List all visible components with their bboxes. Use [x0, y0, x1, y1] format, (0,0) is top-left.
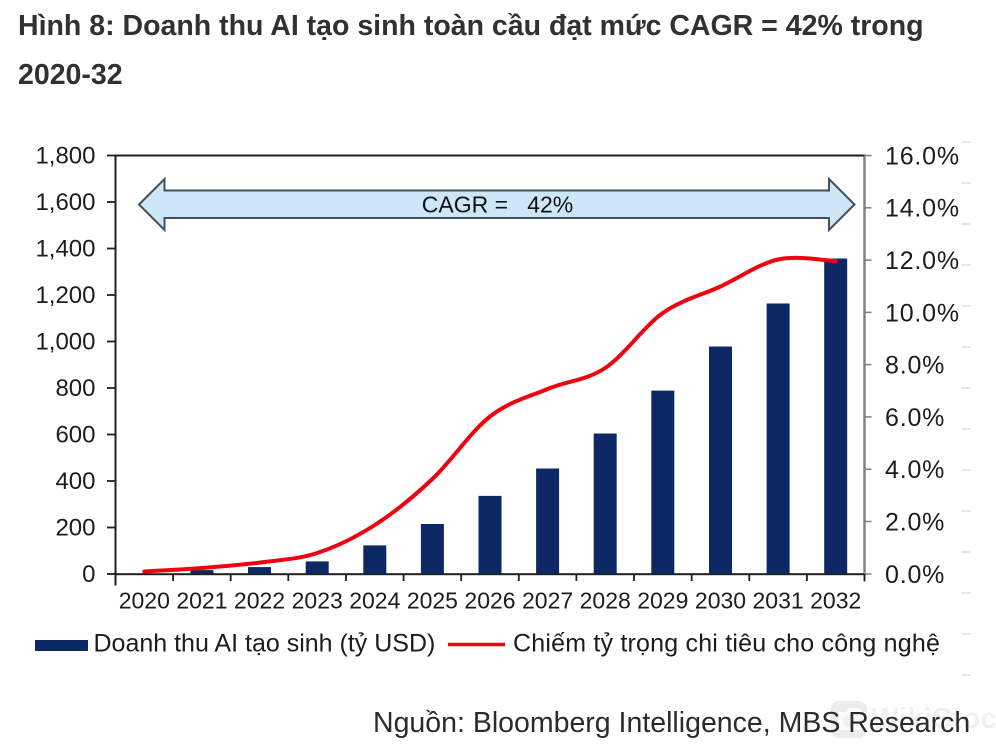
svg-text:1,600: 1,600 [35, 189, 95, 216]
svg-text:2022: 2022 [234, 588, 285, 614]
svg-text:2026: 2026 [464, 588, 515, 614]
svg-text:16.0%: 16.0% [885, 142, 960, 170]
svg-text:2030: 2030 [695, 588, 746, 614]
svg-text:WikiStock: WikiStock [871, 703, 996, 735]
svg-text:2.0%: 2.0% [885, 508, 945, 536]
svg-text:200: 200 [55, 514, 95, 541]
svg-text:10.0%: 10.0% [885, 299, 960, 327]
svg-text:4.0%: 4.0% [885, 456, 945, 484]
svg-text:1,000: 1,000 [35, 328, 95, 355]
svg-text:CAGR = 42%: CAGR = 42% [422, 191, 573, 217]
svg-text:2032: 2032 [810, 588, 861, 614]
svg-text:Doanh thu AI tạo sinh (tỷ USD): Doanh thu AI tạo sinh (tỷ USD) [94, 630, 436, 658]
svg-text:2029: 2029 [637, 588, 688, 614]
svg-text:2023: 2023 [292, 588, 343, 614]
svg-text:14.0%: 14.0% [885, 195, 960, 223]
svg-text:600: 600 [55, 421, 95, 448]
svg-text:2024: 2024 [349, 588, 400, 614]
svg-text:Chiếm tỷ trọng chi tiêu cho cô: Chiếm tỷ trọng chi tiêu cho công nghệ [513, 630, 940, 658]
svg-text:2020: 2020 [119, 588, 170, 614]
svg-text:1,800: 1,800 [35, 142, 95, 169]
svg-text:2028: 2028 [580, 588, 631, 614]
svg-text:12.0%: 12.0% [885, 247, 960, 275]
svg-text:1,200: 1,200 [35, 282, 95, 309]
svg-text:400: 400 [55, 468, 95, 495]
svg-text:2025: 2025 [407, 588, 458, 614]
svg-text:1,400: 1,400 [35, 235, 95, 262]
svg-text:0.0%: 0.0% [885, 561, 945, 589]
svg-text:2027: 2027 [522, 588, 573, 614]
svg-text:2031: 2031 [753, 588, 804, 614]
svg-text:8.0%: 8.0% [885, 352, 945, 380]
svg-text:800: 800 [55, 375, 95, 402]
svg-text:6.0%: 6.0% [885, 404, 945, 432]
svg-text:2021: 2021 [176, 588, 227, 614]
svg-text:0: 0 [82, 561, 95, 588]
